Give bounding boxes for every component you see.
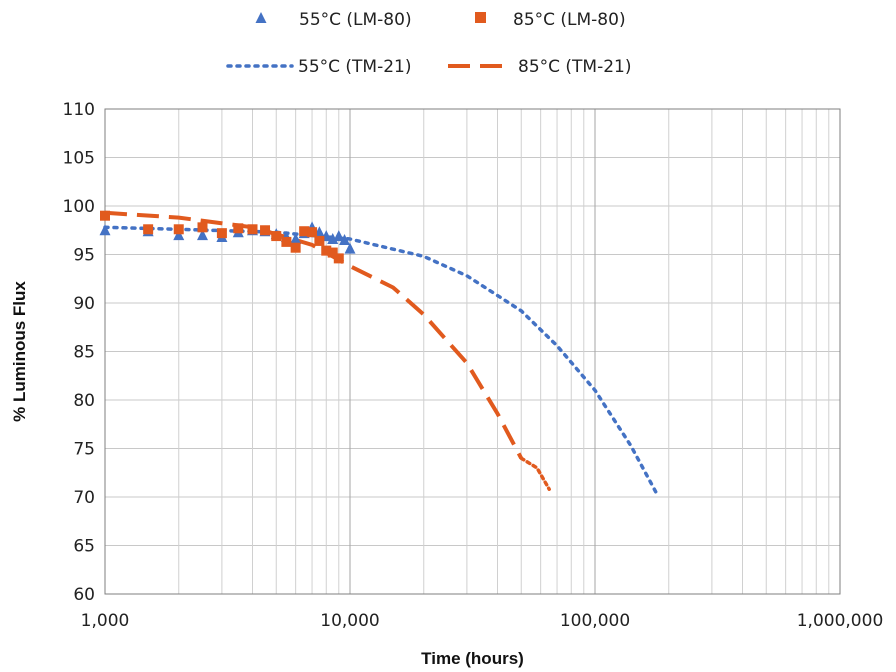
data-point-triangle: [339, 233, 351, 245]
data-point-square: [247, 224, 258, 235]
data-point-triangle: [173, 229, 185, 241]
data-point-square: [173, 224, 184, 235]
data-point-square: [321, 245, 332, 256]
legend-entry-55c-tm21: 55°C (TM-21): [226, 57, 412, 77]
data-point-square: [271, 231, 282, 242]
y-tick-label: 80: [73, 391, 95, 411]
plot-frame: [104, 108, 841, 595]
data-point-square: [143, 224, 154, 235]
data-point-square: [281, 236, 292, 247]
legend-entry-55c-lm80: 55°C (LM-80): [255, 10, 412, 30]
data-point-square: [327, 247, 338, 258]
legend: 55°C (LM-80) 85°C (LM-80) 55°C (TM-21) 8…: [226, 10, 632, 77]
y-tick-label: 105: [63, 149, 95, 169]
data-point-triangle: [327, 232, 339, 244]
y-tick-label: 65: [73, 537, 95, 557]
data-point-triangle: [333, 230, 345, 242]
data-point-square: [233, 223, 244, 234]
data-point-triangle: [344, 242, 356, 254]
y-axis-title: % Luminous Flux: [10, 281, 29, 422]
series-line-dotted: [103, 225, 660, 497]
data-point-triangle: [290, 232, 302, 244]
data-point-square: [333, 253, 344, 264]
x-tick-label: 10,000: [320, 611, 379, 631]
legend-entry-85c-tm21: 85°C (TM-21): [448, 57, 632, 77]
legend-triangle-marker: [255, 12, 267, 23]
legend-label-55c-tm21: 55°C (TM-21): [298, 57, 412, 77]
y-tick-label: 110: [63, 100, 95, 120]
legend-label-55c-lm80: 55°C (LM-80): [299, 10, 412, 30]
x-tick-label: 100,000: [560, 611, 630, 631]
y-tick-label: 90: [73, 294, 95, 314]
y-tick-label: 95: [73, 246, 95, 266]
x-axis-title: Time (hours): [421, 649, 524, 668]
y-tick-label: 70: [73, 488, 95, 508]
series-line-dotted-tail: [519, 456, 551, 491]
legend-label-85c-tm21: 85°C (TM-21): [518, 57, 632, 77]
data-point-square: [290, 242, 301, 253]
legend-entry-85c-lm80: 85°C (LM-80): [475, 10, 626, 30]
series-line-dashed: [104, 210, 523, 460]
legend-square-marker: [475, 12, 486, 23]
x-tick-label: 1,000: [81, 611, 130, 631]
legend-label-85c-lm80: 85°C (LM-80): [513, 10, 626, 30]
data-point-square: [299, 226, 310, 237]
y-tick-label: 75: [73, 440, 95, 460]
y-tick-label: 85: [73, 343, 95, 363]
data-point-triangle: [99, 224, 111, 236]
data-point-square: [260, 225, 271, 236]
data-point-square: [216, 228, 227, 239]
y-tick-label: 100: [63, 197, 95, 217]
y-axis-ticks: 60 65 70 75 80 85 90 95 100 105 110: [63, 100, 95, 605]
y-tick-label: 60: [73, 585, 95, 605]
data-point-square: [307, 227, 318, 238]
data-point-square: [197, 222, 208, 233]
data-point-square: [314, 235, 325, 246]
data-point-triangle: [196, 229, 208, 241]
x-axis-ticks: 1,000 10,000 100,000 1,000,000: [81, 611, 884, 631]
x-tick-label: 1,000,000: [797, 611, 884, 631]
series-layer: [99, 210, 660, 497]
data-point-square: [100, 210, 110, 221]
